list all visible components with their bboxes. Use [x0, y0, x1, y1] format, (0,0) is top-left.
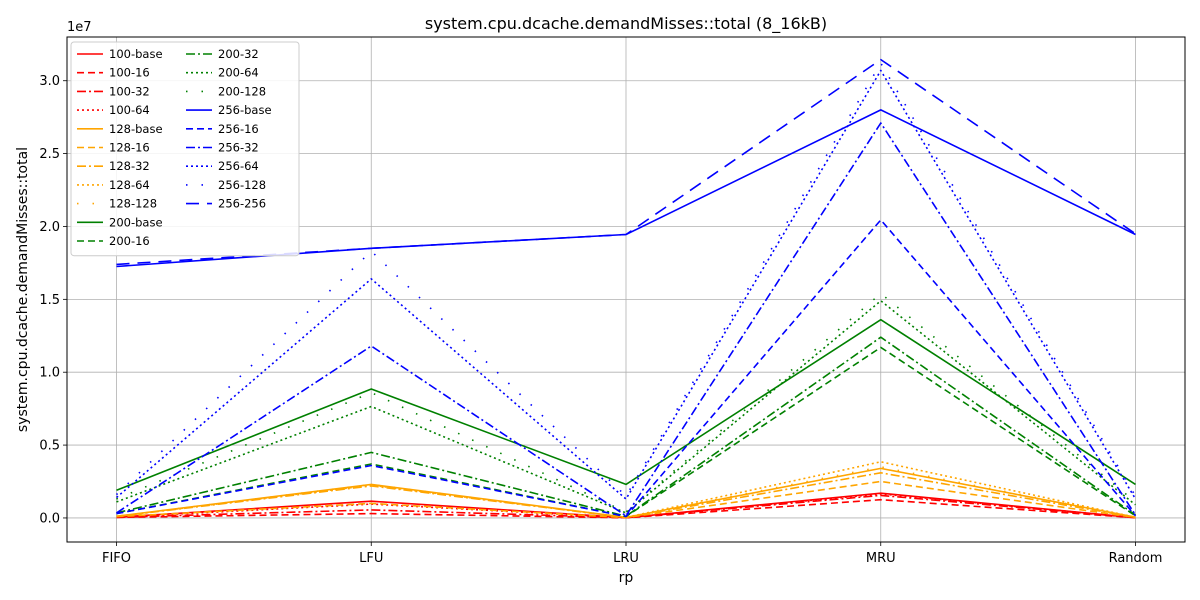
- x-tick-label: Random: [1109, 551, 1163, 566]
- y-tick-label: 0.0: [39, 511, 60, 526]
- legend-label: 200-16: [109, 234, 150, 248]
- legend-label: 100-base: [109, 47, 163, 61]
- legend-label: 128-32: [109, 159, 150, 173]
- legend-label: 256-256: [218, 197, 266, 211]
- legend-label: 200-128: [218, 84, 266, 98]
- y-tick-label: 2.0: [39, 220, 60, 235]
- legend-label: 100-64: [109, 103, 150, 117]
- legend-label: 200-base: [109, 215, 163, 229]
- legend-label: 100-32: [109, 84, 150, 98]
- legend-box: [70, 41, 300, 257]
- series-line-200-32: [116, 336, 1136, 518]
- legend-label: 256-16: [218, 122, 259, 136]
- y-tick-label: 1.5: [39, 293, 60, 308]
- y-axis-offset-label: 1e7: [67, 20, 92, 35]
- legend: 100-base 100-16 100-32 100-64 128-base 128-16…: [70, 41, 300, 257]
- series-line-200-base: [116, 318, 1136, 492]
- legend-label: 200-64: [218, 66, 259, 80]
- series-line-100-32: [116, 494, 1136, 519]
- x-axis-label: rp: [619, 570, 634, 586]
- y-tick-label: 3.0: [39, 74, 60, 89]
- legend-label: 128-128: [109, 197, 157, 211]
- x-tick-label: LRU: [613, 551, 639, 566]
- series-line-256-16: [116, 219, 1137, 518]
- legend-label: 128-64: [109, 178, 150, 192]
- series-line-128-128: [116, 466, 1136, 519]
- legend-label: 100-16: [109, 66, 150, 80]
- legend-label: 128-base: [109, 122, 163, 136]
- legend-label: 200-32: [218, 47, 259, 61]
- legend-label: 256-64: [218, 159, 259, 173]
- chart-title: system.cpu.dcache.demandMisses::total (8…: [425, 14, 827, 34]
- series-line-200-64: [116, 299, 1137, 514]
- x-tick-label: FIFO: [102, 551, 131, 566]
- axis-ticks: FIFO LFU LRU MRU Random 0.0 0.5 1.0 1.5 2.0 2.5 3.0: [39, 74, 1162, 566]
- y-tick-label: 0.5: [39, 439, 60, 454]
- y-tick-label: 2.5: [39, 147, 60, 162]
- x-tick-label: MRU: [866, 551, 896, 566]
- legend-label: 128-16: [109, 141, 150, 155]
- series-lines: [115, 58, 1137, 519]
- y-axis-label: system.cpu.dcache.demandMisses::total: [15, 147, 31, 432]
- legend-label: 256-base: [218, 103, 272, 117]
- x-tick-label: LFU: [359, 551, 383, 566]
- legend-label: 256-128: [218, 178, 266, 192]
- legend-label: 256-32: [218, 141, 259, 155]
- y-tick-label: 1.0: [39, 366, 60, 381]
